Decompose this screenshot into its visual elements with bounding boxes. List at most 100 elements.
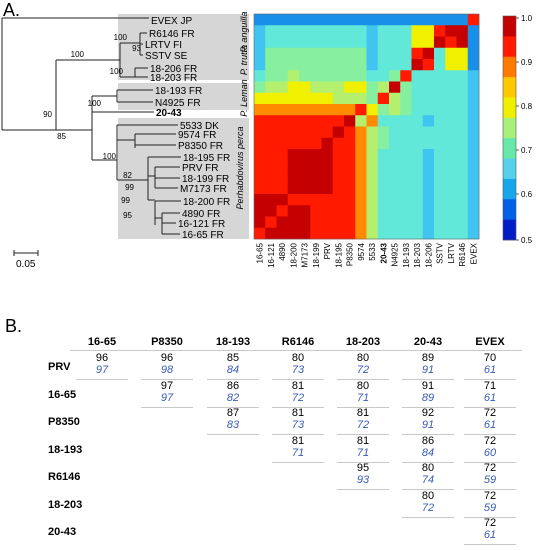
heatmap-cell: [411, 149, 424, 161]
heatmap-cell: [344, 205, 356, 217]
heatmap-cell: [377, 205, 390, 217]
heatmap-cell: [355, 59, 367, 71]
heatmap-cell: [445, 126, 457, 139]
table-cell: 72 60: [483, 434, 497, 459]
heatmap-cell: [265, 126, 277, 139]
heatmap-cell: [434, 194, 446, 206]
heatmap-cell: [456, 104, 469, 116]
table-cell: 96 97: [95, 352, 109, 376]
heatmap-cell: [467, 149, 480, 161]
heatmap-cell: [299, 59, 311, 71]
heatmap-cell: [366, 194, 379, 206]
heatmap-cell: [400, 126, 412, 139]
heatmap-cell: [344, 14, 356, 26]
legend-tick: 1.0: [521, 14, 533, 23]
heatmap-cell: [265, 47, 277, 60]
table-cell: 97 97: [160, 379, 174, 404]
heatmap-cell: [332, 126, 345, 139]
heatmap-cell: [299, 104, 311, 116]
heatmap-cell: [400, 227, 412, 240]
heatmap-cell: [366, 92, 379, 105]
heatmap-label: PRV: [323, 242, 332, 259]
heatmap-cell: [254, 137, 266, 150]
heatmap-cell: [411, 115, 424, 127]
table-cell: 71 61: [483, 379, 497, 404]
legend-tick: 0.7: [521, 146, 533, 155]
heatmap-cell: [254, 171, 266, 184]
leaf-label: 4890 FR: [182, 209, 220, 220]
heatmap-cell: [389, 36, 401, 49]
heatmap-cell: [276, 92, 289, 105]
heatmap-cell: [467, 182, 480, 195]
column-header: EVEX: [475, 336, 505, 348]
leaf-label: R6146 FR: [149, 29, 195, 40]
heatmap-cell: [276, 47, 289, 60]
heatmap-cell: [265, 227, 277, 240]
legend-swatch: [503, 178, 516, 200]
heatmap-cell: [310, 59, 322, 71]
color-legend: 1.0 0.9 0.8 0.7 0.6 0.5: [502, 14, 533, 245]
heatmap-cell: [467, 227, 480, 240]
heatmap-cell: [265, 70, 277, 82]
heatmap-cell: [389, 14, 401, 26]
leaf-label: 18-200 FR: [183, 197, 230, 208]
heatmap-cell: [456, 36, 469, 49]
species-label: Perhabdovirus perca: [235, 126, 245, 209]
table-cell: 80 72: [356, 352, 370, 376]
heatmap-cell: [310, 104, 322, 116]
bootstrap-labels: 100 93 100 100 90 85 100 100 82 99 99 95: [43, 33, 141, 220]
heatmap-cell: [254, 194, 266, 206]
heatmap-cell: [411, 216, 424, 229]
row-header: PRV: [48, 361, 71, 373]
heatmap-label: SSTV: [436, 242, 445, 264]
heatmap-cell: [310, 115, 322, 127]
heatmap-cell: [411, 92, 424, 105]
heatmap-cell: [389, 194, 401, 206]
heatmap-cell: [332, 182, 345, 195]
heatmap-cell: [366, 182, 379, 195]
heatmap-cell: [366, 115, 379, 127]
heatmap-cell: [366, 126, 379, 139]
column-header: 18-203: [345, 336, 381, 348]
heatmap-cell: [355, 160, 367, 172]
heatmap-cell: [344, 25, 356, 37]
heatmap-cell: [445, 115, 457, 127]
legend-swatch: [503, 138, 516, 159]
heatmap-cell: [332, 171, 345, 184]
heatmap-cell: [287, 216, 300, 229]
heatmap-cell: [276, 160, 289, 172]
bootstrap-value: 99: [125, 183, 134, 192]
heatmap-cell: [344, 182, 356, 195]
heatmap-cell: [287, 182, 300, 195]
table-cell: 81 72: [291, 379, 305, 404]
heatmap-cell: [434, 137, 446, 150]
leaf-label: 5533 DK: [180, 121, 219, 132]
heatmap-cell: [321, 70, 334, 82]
heatmap-cell: [400, 171, 412, 184]
heatmap-cell: [456, 171, 469, 184]
heatmap-cell: [389, 216, 401, 229]
heatmap-cell: [287, 227, 300, 240]
heatmap-cell: [287, 36, 300, 49]
heatmap-cell: [422, 115, 435, 127]
heatmap-cell: [467, 115, 480, 127]
heatmap-label: EVEX: [469, 242, 478, 264]
heatmap-cell: [276, 115, 289, 127]
heatmap-cell: [299, 92, 311, 105]
heatmap-cell: [287, 149, 300, 161]
heatmap-cell: [411, 126, 424, 139]
heatmap-cell: [287, 126, 300, 139]
heatmap-cell: [332, 160, 345, 172]
heatmap-cell: [422, 104, 435, 116]
heatmap-cell: [377, 115, 390, 127]
legend-tick: 0.9: [521, 58, 533, 67]
heatmap-cell: [366, 137, 379, 150]
heatmap-cell: [332, 115, 345, 127]
heatmap-cell: [389, 70, 401, 82]
heatmap-cell: [445, 36, 457, 49]
heatmap-cell: [366, 81, 379, 94]
heatmap-cell: [310, 81, 322, 94]
identity-heatmap: [253, 13, 480, 240]
heatmap-cell: [389, 227, 401, 240]
